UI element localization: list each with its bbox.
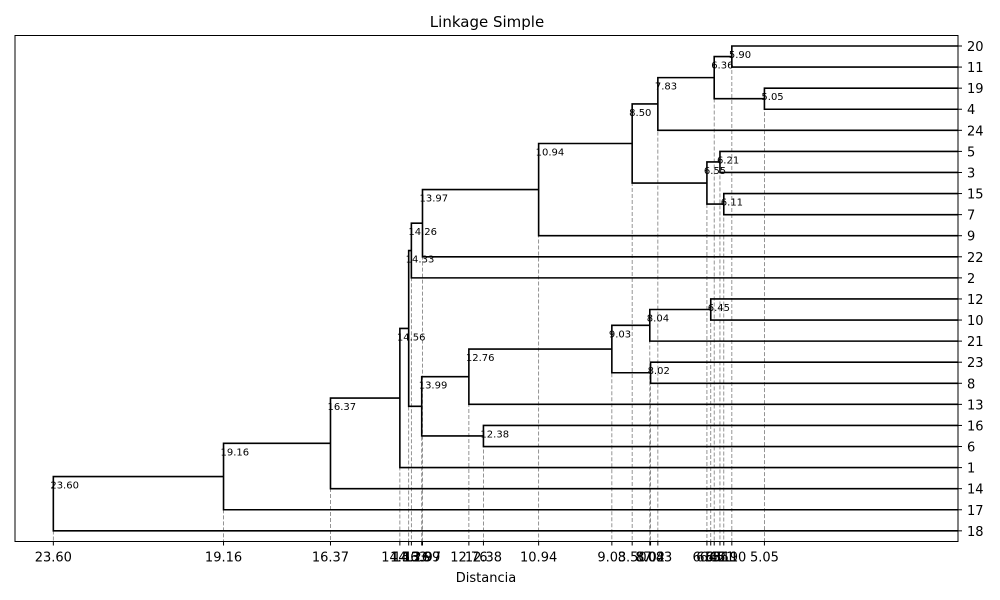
x-axis-ticks: 23.60 19.16 16.37 14.5614.3314.2613.9913.97… xyxy=(35,541,779,566)
leaf-label: 21 xyxy=(967,335,984,350)
x-tick-label: 8.04 xyxy=(635,551,664,566)
merge-link xyxy=(649,308,958,342)
leaf-label: 4 xyxy=(967,103,975,118)
leaf-label: 12 xyxy=(967,293,984,308)
x-tick-label: 13.99 xyxy=(403,551,440,566)
merge-link xyxy=(482,424,958,448)
leaf-label: 19 xyxy=(967,82,984,97)
x-tick-label: 10.94 xyxy=(520,551,557,566)
merge-link xyxy=(537,142,958,237)
merge-height-label: 19.16 xyxy=(221,447,250,458)
merge-link xyxy=(420,375,484,437)
x-tick-label: 5.90 xyxy=(717,551,746,566)
merge-height-label: 14.56 xyxy=(397,332,426,343)
merge-height-label: 5.05 xyxy=(761,92,783,103)
leaf-label: 20 xyxy=(967,40,984,55)
dendrogram-links xyxy=(52,45,958,532)
merge-height-label: 6.55 xyxy=(704,166,726,177)
x-tick-label: 6.21 xyxy=(705,551,734,566)
x-tick-label: 9.03 xyxy=(597,551,626,566)
merge-height-label: 5.90 xyxy=(729,50,751,61)
merge-height-label: 8.50 xyxy=(629,108,651,119)
x-tick-label: 14.26 xyxy=(393,551,430,566)
x-tick-label: 23.60 xyxy=(35,551,72,566)
merge-height-label: 6.11 xyxy=(721,198,743,209)
merge-link xyxy=(706,161,724,205)
x-tick-label: 14.56 xyxy=(381,551,418,566)
merge-height-label: 7.83 xyxy=(655,82,677,93)
merge-height-label: 8.04 xyxy=(647,314,669,325)
merge-link xyxy=(657,76,958,132)
chart-title: Linkage Simple xyxy=(430,13,544,31)
x-tick-label: 6.55 xyxy=(692,551,721,566)
leaf-label: 22 xyxy=(967,251,984,266)
leaf-label: 16 xyxy=(967,419,984,434)
leaf-label: 6 xyxy=(967,441,975,456)
merge-link xyxy=(52,475,958,532)
merge-height-label: 9.03 xyxy=(609,329,631,340)
x-tick-label: 13.97 xyxy=(404,551,441,566)
merge-link xyxy=(709,298,958,321)
merge-height-labels: 5.90 5.05 6.36 7.83 6.21 6.11 6.55 8.50 10.94 13.… xyxy=(50,50,783,492)
merge-height-label: 12.38 xyxy=(480,429,509,440)
merge-link xyxy=(731,45,958,68)
x-tick-label: 8.50 xyxy=(618,551,647,566)
leaf-label: 15 xyxy=(967,188,984,203)
x-tick-label: 6.11 xyxy=(709,551,738,566)
x-tick-label: 14.33 xyxy=(390,551,427,566)
leaf-label: 1 xyxy=(967,462,975,477)
merge-height-label: 8.02 xyxy=(648,366,670,377)
leaf-label: 8 xyxy=(967,377,975,392)
merge-height-label: 6.45 xyxy=(708,303,730,314)
leaf-label: 10 xyxy=(967,314,984,329)
merge-height-label: 14.26 xyxy=(408,227,437,238)
leaf-label: 17 xyxy=(967,504,984,519)
merge-height-label: 6.21 xyxy=(717,155,739,166)
merge-link xyxy=(421,188,958,258)
x-tick-label: 6.36 xyxy=(700,551,729,566)
merge-link xyxy=(722,192,958,216)
merge-height-label: 16.37 xyxy=(327,402,356,413)
merge-height-label: 14.33 xyxy=(406,255,435,266)
x-axis-label: Distancia xyxy=(456,571,516,586)
leaf-label: 23 xyxy=(967,356,984,371)
merge-height-label: 10.94 xyxy=(536,147,565,158)
x-tick-label: 6.45 xyxy=(696,551,725,566)
merge-link xyxy=(631,103,707,184)
merge-height-label: 23.60 xyxy=(50,481,79,492)
merge-link xyxy=(222,442,958,511)
leaf-label: 5 xyxy=(967,145,975,160)
x-tick-label: 12.38 xyxy=(465,551,502,566)
leaf-label: 24 xyxy=(967,124,984,139)
leaf-label: 2 xyxy=(967,272,975,287)
merge-height-label: 13.97 xyxy=(419,194,448,205)
merge-link xyxy=(410,222,958,279)
merge-link xyxy=(763,87,958,111)
leaf-label: 3 xyxy=(967,166,975,181)
merge-height-label: 13.99 xyxy=(419,381,448,392)
x-tick-label: 5.05 xyxy=(750,551,779,566)
x-tick-label: 19.16 xyxy=(205,551,242,566)
x-tick-label: 12.76 xyxy=(450,551,487,566)
x-tick-label: 16.37 xyxy=(312,551,349,566)
merge-link xyxy=(649,361,958,385)
leaf-label: 14 xyxy=(967,483,984,498)
merge-link xyxy=(719,150,958,174)
leaf-label: 9 xyxy=(967,230,975,245)
merge-height-label: 12.76 xyxy=(466,353,495,364)
plot-frame xyxy=(14,35,959,542)
merge-link xyxy=(468,348,958,406)
leaf-label: 11 xyxy=(967,61,984,76)
merge-link xyxy=(329,397,958,490)
leaf-label: 13 xyxy=(967,398,984,413)
x-tick-label: 8.02 xyxy=(636,551,665,566)
leaf-label: 7 xyxy=(967,209,975,224)
merge-height-label: 6.36 xyxy=(711,61,733,72)
x-tick-label: 7.83 xyxy=(643,551,672,566)
merge-link xyxy=(399,327,958,469)
leaf-label: 18 xyxy=(967,525,984,540)
